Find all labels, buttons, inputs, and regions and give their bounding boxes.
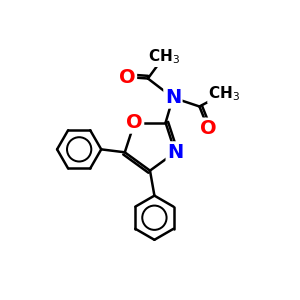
Text: O: O [200,119,217,138]
Text: O: O [119,68,136,86]
Text: O: O [126,113,143,132]
Text: N: N [167,143,183,162]
Text: CH$_3$: CH$_3$ [208,84,241,103]
Text: CH$_3$: CH$_3$ [148,47,180,66]
Text: N: N [165,88,181,107]
